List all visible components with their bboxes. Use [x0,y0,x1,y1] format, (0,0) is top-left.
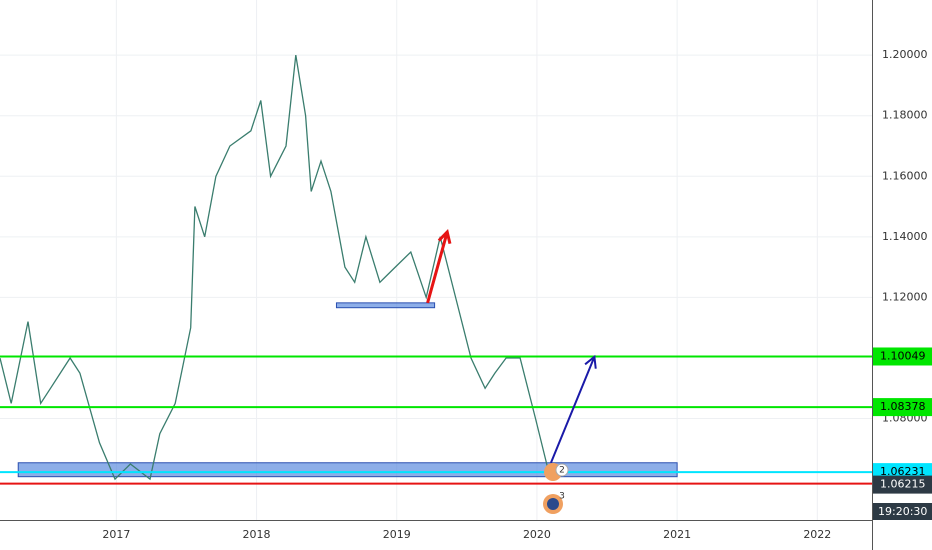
level-label: 1.06231 [880,465,926,478]
level-label-bg [873,347,932,366]
time-bg [873,503,932,520]
x-tick-label: 2018 [243,528,271,541]
x-tick-label: 2021 [663,528,691,541]
marker-text: 2 [559,466,565,476]
marker-core [547,498,559,510]
marker: 3 [543,492,565,514]
y-tick-label: 1.16000 [882,169,928,182]
marker-text: 3 [559,492,565,502]
x-tick-label: 2017 [102,528,130,541]
zone [335,302,436,309]
x-tick-label: 2019 [383,528,411,541]
current-price-bg [873,475,932,494]
current-price: 1.06215 [880,478,926,491]
marker-badge [555,463,569,477]
arrow [426,228,452,304]
level-label: 1.08378 [880,400,926,413]
price-line [0,54,549,481]
y-tick-label: 1.20000 [882,48,928,61]
x-tick-label: 2020 [523,528,551,541]
y-tick-label: 1.18000 [882,109,928,122]
y-tick-label: 1.12000 [882,290,928,303]
zone [17,462,678,478]
x-tick-label: 2022 [803,528,831,541]
marker: 2 [544,463,569,481]
level-label-bg [873,398,932,417]
level-label: 1.10049 [880,349,926,362]
y-tick-label: 1.14000 [882,230,928,243]
time-label: 19:20:30 [878,505,927,518]
arrow [550,354,597,464]
